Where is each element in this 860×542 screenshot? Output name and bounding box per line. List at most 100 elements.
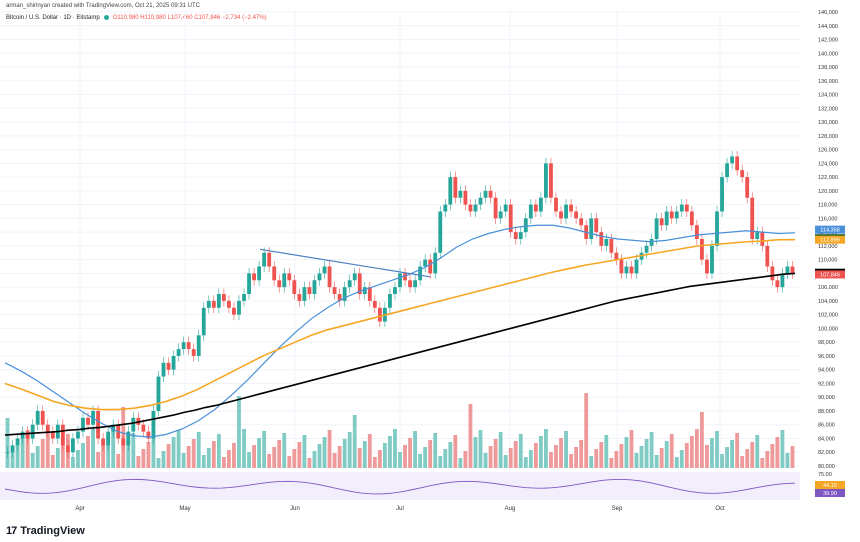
symbol-name[interactable]: Bitcoin / U.S. Dollar · 1D · Bitstamp <box>6 15 100 22</box>
candle-body <box>730 156 735 164</box>
volume-bar <box>181 453 186 468</box>
volume-bars <box>5 393 795 468</box>
volume-bar <box>126 440 131 468</box>
candle-body <box>594 218 599 233</box>
volume-bar <box>508 448 513 468</box>
volume-bar <box>156 458 161 468</box>
candle-body <box>720 177 724 212</box>
price-label-tag <box>815 270 845 279</box>
candle-body <box>413 280 418 288</box>
candle-body <box>191 349 196 356</box>
candle-body <box>30 424 35 439</box>
candle-body <box>428 259 433 274</box>
y-tick-label: 102,000 <box>818 313 838 319</box>
candle-body <box>408 280 412 288</box>
candle-body <box>131 417 136 432</box>
volume-bar <box>725 447 729 468</box>
volume-bar <box>549 452 553 468</box>
candle-body <box>337 294 342 301</box>
price-label-text: 112,899 <box>820 238 839 244</box>
candle-body <box>619 259 624 274</box>
candle-body <box>45 424 50 432</box>
rsi-value-tag <box>815 481 845 489</box>
tradingview-logo[interactable]: 17 TradingView <box>6 525 85 537</box>
volume-bar <box>176 430 181 468</box>
volume-bar <box>166 444 171 468</box>
volume-bar <box>367 434 372 468</box>
candle-body <box>715 211 719 246</box>
volume-bar <box>45 432 50 468</box>
volume-bar <box>730 440 735 468</box>
volume-bar <box>689 436 694 468</box>
candle-body <box>750 197 755 239</box>
x-tick-label: May <box>179 506 190 512</box>
candle-body <box>81 417 85 432</box>
candle-body <box>629 266 634 274</box>
x-tick-label: Oct <box>715 506 725 512</box>
candle-body <box>775 280 780 288</box>
volume-bar <box>15 444 20 468</box>
volume-bar <box>322 437 327 468</box>
candle-body <box>710 245 714 274</box>
volume-bar <box>785 453 790 468</box>
volume-bar <box>775 437 780 468</box>
candle-body <box>755 232 760 239</box>
price-label-text: 107,846 <box>820 272 840 278</box>
volume-bar <box>337 446 342 468</box>
candle-body <box>538 197 543 212</box>
volume-bar <box>106 438 111 468</box>
volume-bar <box>674 457 679 468</box>
candle-body <box>513 232 518 239</box>
candle-body <box>398 273 402 288</box>
volume-bar <box>478 430 483 468</box>
volume-bar <box>352 415 357 468</box>
y-tick-label: 134,000 <box>818 93 838 99</box>
volume-bar <box>493 439 498 468</box>
candle-body <box>659 218 664 226</box>
candle-body <box>302 287 307 301</box>
candle-body <box>332 287 337 295</box>
volume-bar <box>327 430 332 468</box>
price-label-text: 114,358 <box>820 228 839 234</box>
volume-bar <box>96 452 101 468</box>
y-tick-label: 106,000 <box>818 285 838 291</box>
ma-orange-line <box>4 238 795 411</box>
y-tick-label: 88,000 <box>818 409 835 415</box>
volume-bar <box>544 429 548 468</box>
volume-bar <box>694 429 699 468</box>
candle-body <box>352 273 357 281</box>
candle-body <box>106 431 111 446</box>
header-symbol-info: Bitcoin / U.S. Dollar · 1D · Bitstamp O11… <box>6 15 267 21</box>
volume-bar <box>649 432 654 468</box>
ma-black-line <box>4 272 796 436</box>
volume-bar <box>468 404 473 468</box>
volume-bar <box>458 458 463 468</box>
volume-bar <box>498 432 503 468</box>
x-tick-label: Apr <box>75 506 84 512</box>
volume-bar <box>614 451 619 468</box>
candle-body <box>237 300 241 315</box>
volume-bar <box>5 418 10 468</box>
candle-body <box>614 252 619 260</box>
volume-bar <box>604 435 609 468</box>
volume-bar <box>780 430 785 468</box>
volume-bar <box>388 436 392 468</box>
volume-bar <box>574 447 579 468</box>
candle-body <box>574 211 579 219</box>
volume-bar <box>533 443 538 468</box>
candle-body <box>669 211 674 219</box>
candle-body <box>111 424 116 432</box>
y-tick-label: 136,000 <box>818 79 838 85</box>
volume-bar <box>564 431 568 468</box>
rsi-value-tag <box>815 489 845 497</box>
candle-body <box>347 280 352 288</box>
volume-bar <box>20 437 25 468</box>
rsi-value-text: 44.16 <box>823 483 837 489</box>
candle-body <box>689 211 694 226</box>
y-tick-label: 104,000 <box>818 299 838 305</box>
volume-bar <box>760 458 765 468</box>
volume-bar <box>71 457 75 468</box>
volume-bar <box>398 452 402 468</box>
